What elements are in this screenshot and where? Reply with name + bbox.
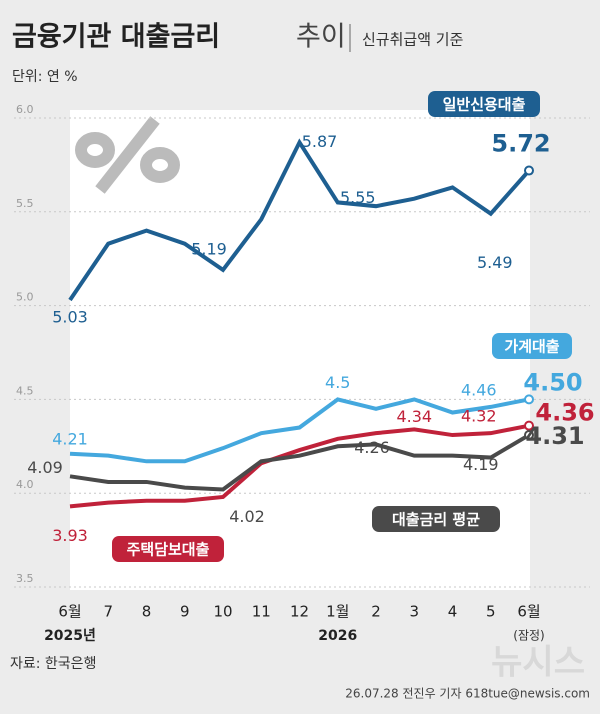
series-line — [69, 423, 530, 509]
series-line — [68, 138, 531, 302]
value-label: 4.46 — [461, 380, 497, 399]
value-label: 4.34 — [396, 407, 432, 426]
x-tick-label: 6월 — [517, 603, 540, 621]
value-label: 4.36 — [535, 399, 594, 427]
value-label: 5.55 — [340, 188, 376, 207]
year-label: 2026 — [318, 628, 357, 644]
x-tick-label: 7 — [103, 603, 113, 621]
x-tick-label: 4 — [448, 603, 458, 621]
x-tick-label: 9 — [180, 603, 190, 621]
percent-icon — [75, 116, 180, 194]
legend-box — [428, 91, 540, 117]
subtitle: 신규취급액 기준 — [362, 31, 464, 49]
y-tick-label: 5.5 — [16, 197, 34, 210]
x-tick-label: 6월 — [58, 603, 81, 621]
value-label: 4.21 — [52, 429, 88, 448]
x-tick-label: 3 — [409, 603, 419, 621]
x-tick-label: 2 — [371, 603, 381, 621]
value-label: 5.72 — [491, 130, 550, 158]
legend-label: 대출금리 평균 — [392, 511, 480, 529]
title-suffix: 추이 — [296, 22, 346, 53]
legend-box — [492, 333, 572, 359]
series-line — [69, 433, 531, 492]
y-tick-label: 4.0 — [16, 478, 34, 491]
chart-title: 금융기관 대출금리 — [12, 22, 220, 53]
y-tick-label: 5.0 — [16, 291, 34, 304]
value-label: 4.19 — [463, 455, 499, 474]
series-line — [69, 397, 530, 464]
watermark: 뉴시스 — [491, 643, 585, 683]
category-note: (잠정) — [513, 629, 544, 643]
value-label: 5.19 — [191, 239, 227, 258]
legend-label: 일반신용대출 — [443, 96, 526, 114]
value-label: 4.09 — [27, 458, 63, 477]
value-label: 4.5 — [325, 373, 350, 392]
unit: 단위: 연 % — [12, 69, 78, 85]
value-label: 4.32 — [461, 407, 497, 426]
value-label: 3.93 — [52, 526, 88, 545]
year-label: 2025년 — [44, 628, 96, 644]
x-tick-label: 5 — [486, 603, 496, 621]
end-marker — [524, 430, 534, 441]
x-tick-label: 12 — [290, 603, 309, 621]
y-tick-label: 6.0 — [16, 103, 34, 116]
x-tick-label: 1월 — [326, 603, 349, 621]
value-label: 5.87 — [302, 132, 338, 151]
y-tick-label: 3.5 — [16, 572, 34, 585]
x-tick-label: 10 — [213, 603, 232, 621]
legend-box — [112, 536, 224, 562]
value-label: 5.03 — [52, 307, 88, 326]
legend-box — [372, 506, 500, 532]
end-marker — [524, 165, 534, 176]
credit: 26.07.28 전진우 기자 618tue@newsis.com — [345, 687, 590, 701]
legend-label: 주택담보대출 — [127, 541, 210, 559]
x-tick-label: 11 — [252, 603, 271, 621]
y-tick-label: 4.5 — [16, 384, 34, 397]
x-tick-label: 8 — [142, 603, 152, 621]
value-label: 5.49 — [477, 253, 513, 272]
value-label: 4.50 — [523, 368, 582, 396]
end-marker — [524, 394, 534, 405]
value-label: 4.26 — [354, 438, 390, 457]
value-label: 4.31 — [525, 422, 584, 450]
legend-label: 가계대출 — [504, 338, 559, 356]
end-marker — [524, 420, 534, 431]
value-label: 4.02 — [229, 507, 265, 526]
source: 자료: 한국은행 — [10, 656, 96, 672]
